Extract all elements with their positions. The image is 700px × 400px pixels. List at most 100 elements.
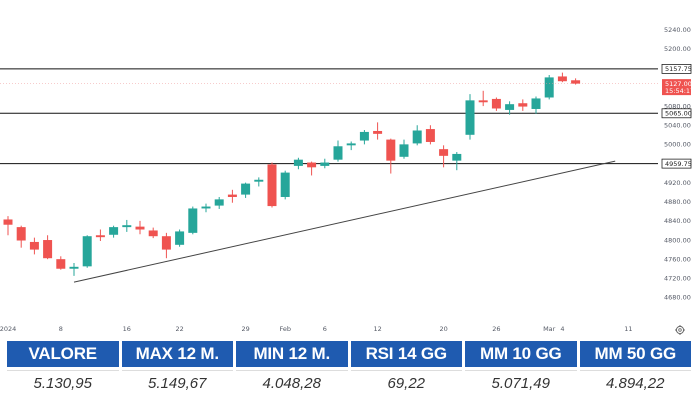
y-tick-label: 4680.00 <box>664 294 691 302</box>
stats-table: VALORE MAX 12 M. MIN 12 M. RSI 14 GG MM … <box>4 338 694 398</box>
candle-body <box>43 240 53 259</box>
candle <box>333 140 343 162</box>
x-tick-label: 11 <box>624 325 632 333</box>
header-mm-50gg: MM 50 GG <box>579 341 691 367</box>
x-tick-label: 20 <box>439 325 447 333</box>
candle-body <box>359 131 369 141</box>
candle-body <box>412 130 422 144</box>
x-tick-label: 29 <box>241 325 249 333</box>
candle <box>254 177 264 187</box>
candle <box>531 96 541 114</box>
candle-body <box>333 146 343 160</box>
stats-header-row: VALORE MAX 12 M. MIN 12 M. RSI 14 GG MM … <box>7 341 691 367</box>
candle <box>307 161 317 176</box>
value-max-12m: 5.149,67 <box>121 370 233 395</box>
value-mm-50gg: 4.894,22 <box>579 370 691 395</box>
candle-body <box>241 183 251 195</box>
header-valore: VALORE <box>7 341 119 367</box>
candle <box>544 75 554 100</box>
candle <box>135 220 145 235</box>
candle <box>452 152 462 171</box>
x-tick-label: 6 <box>323 325 327 333</box>
candle <box>122 219 132 232</box>
x-axis: 2024 8 16 22 29 Feb 6 12 20 26 Mar 4 11 <box>0 325 633 333</box>
candle-body <box>161 236 171 250</box>
candle-body <box>227 194 237 197</box>
y-tick-label: 5240.00 <box>664 26 691 34</box>
candle <box>267 162 277 208</box>
candle-body <box>465 100 475 135</box>
candle-body <box>82 236 92 267</box>
level-tag-label: 4959.75 <box>665 160 692 168</box>
chart-svg: 4680.00 4720.00 4760.00 4800.00 4840.00 4880.… <box>0 25 692 335</box>
candles-group <box>3 72 581 276</box>
candle <box>56 256 66 270</box>
candle-body <box>544 77 554 98</box>
candle-body <box>16 227 26 241</box>
y-tick-label: 4920.00 <box>664 179 691 187</box>
value-valore: 5.130,95 <box>7 370 119 395</box>
candle <box>359 130 369 145</box>
candle-body <box>175 231 185 245</box>
stats-value-row: 5.130,95 5.149,67 4.048,28 69,22 5.071,4… <box>7 370 691 395</box>
candle-body <box>505 104 515 110</box>
candle <box>214 196 224 209</box>
candle-body <box>373 130 383 134</box>
y-tick-label: 4760.00 <box>664 255 691 263</box>
candle <box>3 216 13 236</box>
candle <box>109 225 119 238</box>
candle-body <box>518 103 528 107</box>
y-tick-label: 5000.00 <box>664 141 691 149</box>
y-tick-label: 4840.00 <box>664 217 691 225</box>
x-tick-label: Mar <box>543 325 556 333</box>
candle-body <box>214 199 224 206</box>
value-rsi-14gg: 69,22 <box>350 370 462 395</box>
y-tick-label: 4800.00 <box>664 236 691 244</box>
header-max-12m: MAX 12 M. <box>121 341 233 367</box>
candle-body <box>571 80 581 84</box>
candle <box>95 229 105 241</box>
trendline <box>73 160 616 283</box>
candle-body <box>69 266 79 269</box>
candle <box>161 232 171 259</box>
candle-body <box>122 225 132 228</box>
candle <box>16 225 26 248</box>
candle <box>43 235 53 260</box>
value-min-12m: 4.048,28 <box>236 370 348 395</box>
candle <box>175 229 185 247</box>
candle-body <box>478 100 488 103</box>
support-resistance-lines <box>0 68 658 165</box>
candle-body <box>135 226 145 230</box>
level-tag <box>661 64 692 74</box>
level-tag <box>661 108 692 119</box>
candle <box>425 125 435 145</box>
candle <box>346 141 356 151</box>
candle <box>320 158 330 169</box>
candle <box>557 72 567 83</box>
candle-body <box>188 208 198 233</box>
candle <box>386 138 396 174</box>
y-tick-label: 5200.00 <box>664 45 691 53</box>
candle <box>293 157 303 170</box>
gear-icon[interactable] <box>675 325 685 335</box>
candle <box>478 90 488 107</box>
candle-body <box>3 219 13 225</box>
candle <box>82 235 92 268</box>
candle-body <box>346 143 356 146</box>
candle <box>69 262 79 276</box>
header-min-12m: MIN 12 M. <box>236 341 348 367</box>
candle <box>227 189 237 203</box>
candle <box>439 145 449 168</box>
candle-body <box>280 172 290 197</box>
candle-body <box>320 162 330 166</box>
last-price-label: 5127.00 <box>665 80 692 88</box>
candle-body <box>557 76 567 82</box>
y-tick-label: 4720.00 <box>664 275 691 283</box>
candle-body <box>95 235 105 238</box>
x-tick-label: 8 <box>59 325 63 333</box>
candle <box>29 237 39 255</box>
candle <box>373 122 383 140</box>
x-tick-label: 2024 <box>0 325 16 333</box>
candle-body <box>307 162 317 168</box>
candle <box>518 99 528 111</box>
